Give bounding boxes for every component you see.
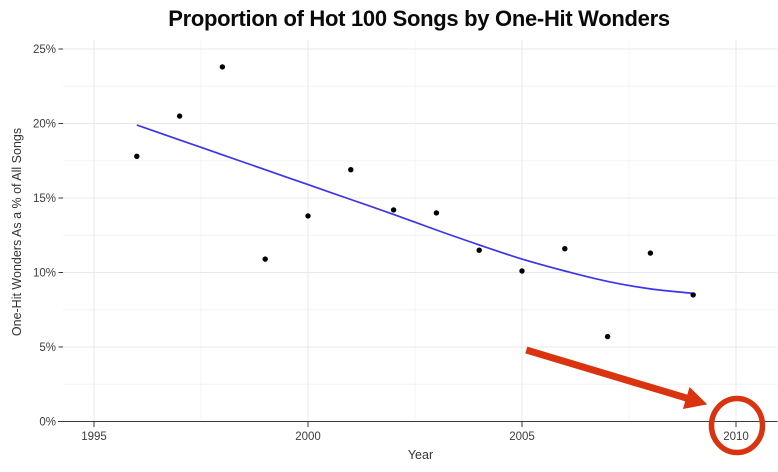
data-point xyxy=(519,268,525,274)
data-point xyxy=(305,213,311,219)
data-point xyxy=(176,113,183,119)
data-point xyxy=(647,250,654,256)
data-point xyxy=(219,64,226,70)
data-point xyxy=(476,247,482,253)
y-tick-label: 20% xyxy=(33,119,56,131)
data-point xyxy=(348,167,354,173)
y-tick-label: 15% xyxy=(33,193,56,205)
x-tick-label: 2010 xyxy=(723,431,749,443)
y-tick-label: 0% xyxy=(39,417,56,429)
y-tick-label: 25% xyxy=(33,44,56,56)
y-tick-label: 5% xyxy=(39,342,56,354)
y-tick-label: 10% xyxy=(33,268,56,280)
data-point xyxy=(690,292,696,298)
annotation-circle xyxy=(708,395,766,456)
chart-title: Proportion of Hot 100 Songs by One-Hit W… xyxy=(168,6,670,31)
x-tick-label: 1995 xyxy=(81,431,107,443)
annotation-arrowhead xyxy=(682,387,708,409)
data-point xyxy=(134,153,140,159)
data-point xyxy=(562,246,568,252)
annotation-arrow-shaft xyxy=(525,346,694,404)
trend-line xyxy=(136,124,694,295)
data-point xyxy=(604,333,611,340)
data-point xyxy=(390,207,397,213)
x-tick-label: 2000 xyxy=(295,431,321,443)
x-tick-label: 2005 xyxy=(509,431,535,443)
data-point xyxy=(433,210,440,216)
data-point xyxy=(262,256,268,262)
x-axis-label: Year xyxy=(407,448,434,462)
